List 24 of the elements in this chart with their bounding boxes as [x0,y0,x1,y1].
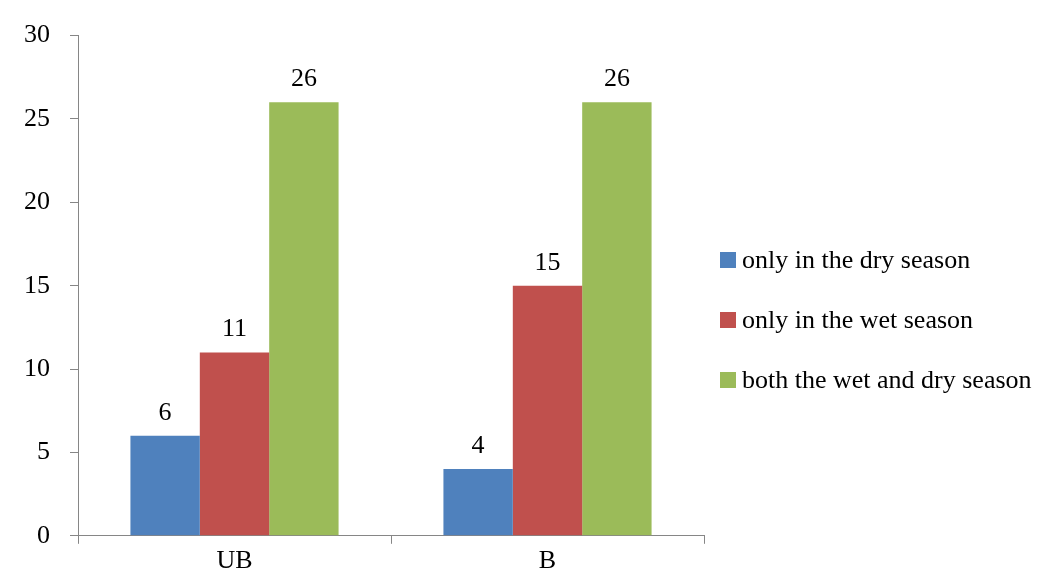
bar [199,352,270,536]
legend-label: both the wet and dry season [742,363,1032,396]
data-label: 26 [603,63,630,93]
legend-label: only in the dry season [742,243,971,276]
data-label: 11 [221,313,248,343]
data-label: 6 [158,396,172,426]
bar [269,102,339,536]
data-label: 15 [534,246,561,276]
y-tick-label: 0 [37,519,50,549]
bar [512,285,583,536]
bar [130,435,200,536]
data-label: 26 [290,63,317,93]
legend-label: only in the wet season [742,303,974,336]
y-tick-label: 30 [24,19,50,49]
y-tick-label: 10 [24,352,50,382]
data-label: 4 [471,429,485,459]
bar [582,102,652,536]
y-tick-label: 20 [24,186,50,216]
y-tick-label: 25 [24,102,50,132]
y-tick-label: 5 [37,436,50,466]
bar [443,469,513,536]
x-tick-label: UB [216,545,253,575]
y-tick-label: 15 [24,269,50,299]
x-tick-label: B [538,545,557,575]
